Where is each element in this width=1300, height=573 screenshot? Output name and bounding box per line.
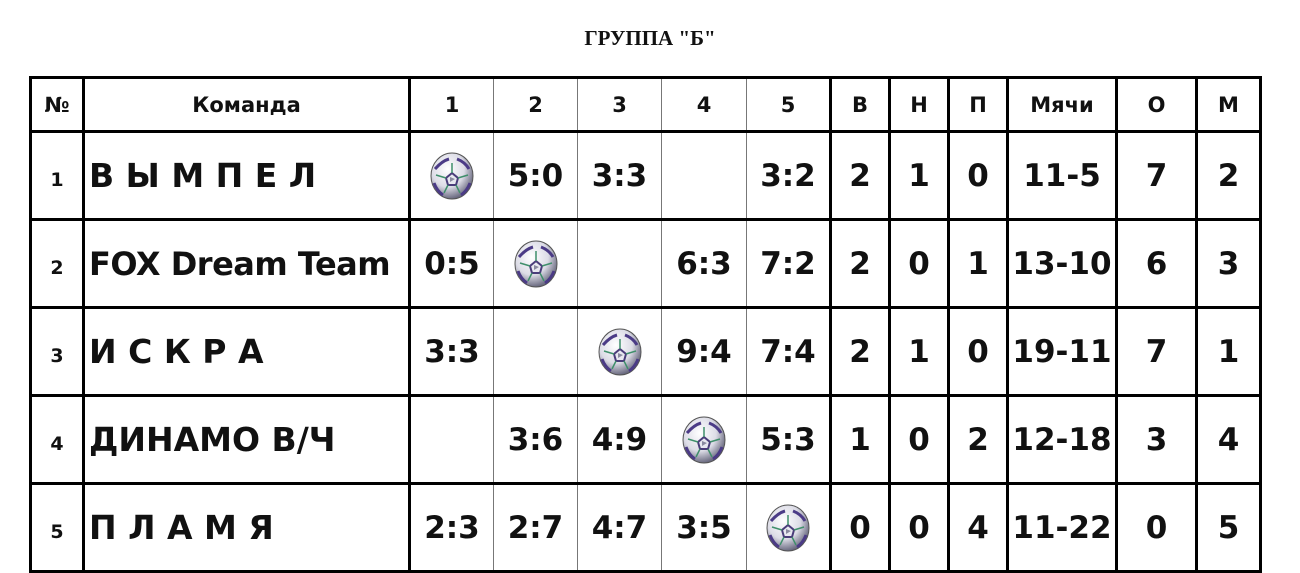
result-cell — [493, 306, 578, 397]
goals-cell: 11-22 — [1006, 482, 1118, 573]
losses-cell: 0 — [947, 306, 1009, 397]
result-cell: 0:5 — [408, 218, 494, 309]
result-cell: 3:2 — [746, 130, 832, 221]
soccer-ball-icon — [679, 415, 729, 465]
header-points: О — [1115, 76, 1198, 133]
draws-cell: 0 — [888, 218, 950, 309]
soccer-ball-icon — [427, 151, 477, 201]
result-cell: 2:7 — [493, 482, 578, 573]
result-cell: 2:3 — [408, 482, 494, 573]
goals-cell: 11-5 — [1006, 130, 1118, 221]
result-cell: 3:5 — [661, 482, 747, 573]
header-place: М — [1195, 76, 1262, 133]
table-row: 4 ДИНАМО В/Ч 3:6 4:9 5:3 1 0 2 12-18 3 4 — [29, 394, 1262, 485]
header-goals: Мячи — [1006, 76, 1118, 133]
points-cell: 7 — [1115, 306, 1198, 397]
goals-cell: 12-18 — [1006, 394, 1118, 485]
losses-cell: 4 — [947, 482, 1009, 573]
draws-cell: 0 — [888, 482, 950, 573]
wins-cell: 2 — [829, 306, 891, 397]
draws-cell: 1 — [888, 306, 950, 397]
team-name: И С К Р А — [82, 306, 411, 397]
header-opp-3: 3 — [577, 76, 662, 133]
soccer-ball-icon — [595, 327, 645, 377]
row-number: 2 — [29, 218, 85, 309]
result-cell-self — [577, 306, 662, 397]
result-cell: 4:9 — [577, 394, 662, 485]
header-row: № Команда 1 2 3 4 5 В Н П Мячи О М — [29, 76, 1262, 133]
place-cell: 4 — [1195, 394, 1262, 485]
result-cell: 6:3 — [661, 218, 747, 309]
result-cell: 7:4 — [746, 306, 832, 397]
losses-cell: 1 — [947, 218, 1009, 309]
team-name: П Л А М Я — [82, 482, 411, 573]
row-number: 1 — [29, 130, 85, 221]
points-cell: 0 — [1115, 482, 1198, 573]
result-cell: 4:7 — [577, 482, 662, 573]
result-cell-self — [408, 130, 494, 221]
row-number: 5 — [29, 482, 85, 573]
row-number: 4 — [29, 394, 85, 485]
place-cell: 2 — [1195, 130, 1262, 221]
soccer-ball-icon — [511, 239, 561, 289]
result-cell: 3:3 — [577, 130, 662, 221]
result-cell: 9:4 — [661, 306, 747, 397]
header-opp-2: 2 — [493, 76, 578, 133]
place-cell: 1 — [1195, 306, 1262, 397]
wins-cell: 1 — [829, 394, 891, 485]
wins-cell: 2 — [829, 130, 891, 221]
points-cell: 7 — [1115, 130, 1198, 221]
header-draws: Н — [888, 76, 950, 133]
header-opp-1: 1 — [408, 76, 494, 133]
losses-cell: 0 — [947, 130, 1009, 221]
result-cell: 7:2 — [746, 218, 832, 309]
place-cell: 3 — [1195, 218, 1262, 309]
header-opp-4: 4 — [661, 76, 747, 133]
goals-cell: 19-11 — [1006, 306, 1118, 397]
wins-cell: 2 — [829, 218, 891, 309]
draws-cell: 1 — [888, 130, 950, 221]
draws-cell: 0 — [888, 394, 950, 485]
header-opp-5: 5 — [746, 76, 832, 133]
soccer-ball-icon — [763, 503, 813, 553]
group-title: ГРУППА "Б" — [584, 26, 716, 50]
result-cell — [577, 218, 662, 309]
losses-cell: 2 — [947, 394, 1009, 485]
result-cell-self — [493, 218, 578, 309]
result-cell: 3:3 — [408, 306, 494, 397]
points-cell: 3 — [1115, 394, 1198, 485]
goals-cell: 13-10 — [1006, 218, 1118, 309]
result-cell: 5:0 — [493, 130, 578, 221]
header-number: № — [29, 76, 85, 133]
row-number: 3 — [29, 306, 85, 397]
header-team: Команда — [82, 76, 411, 133]
header-wins: В — [829, 76, 891, 133]
wins-cell: 0 — [829, 482, 891, 573]
points-cell: 6 — [1115, 218, 1198, 309]
team-name: FOX Dream Team — [82, 218, 411, 309]
table-row: 2 FOX Dream Team 0:5 6:3 7:2 2 0 1 13-10 6 3 — [29, 218, 1262, 309]
result-cell: 5:3 — [746, 394, 832, 485]
result-cell: 3:6 — [493, 394, 578, 485]
header-losses: П — [947, 76, 1009, 133]
result-cell — [408, 394, 494, 485]
team-name: ДИНАМО В/Ч — [82, 394, 411, 485]
result-cell-self — [746, 482, 832, 573]
result-cell-self — [661, 394, 747, 485]
result-cell — [661, 130, 747, 221]
place-cell: 5 — [1195, 482, 1262, 573]
team-name: В Ы М П Е Л — [82, 130, 411, 221]
